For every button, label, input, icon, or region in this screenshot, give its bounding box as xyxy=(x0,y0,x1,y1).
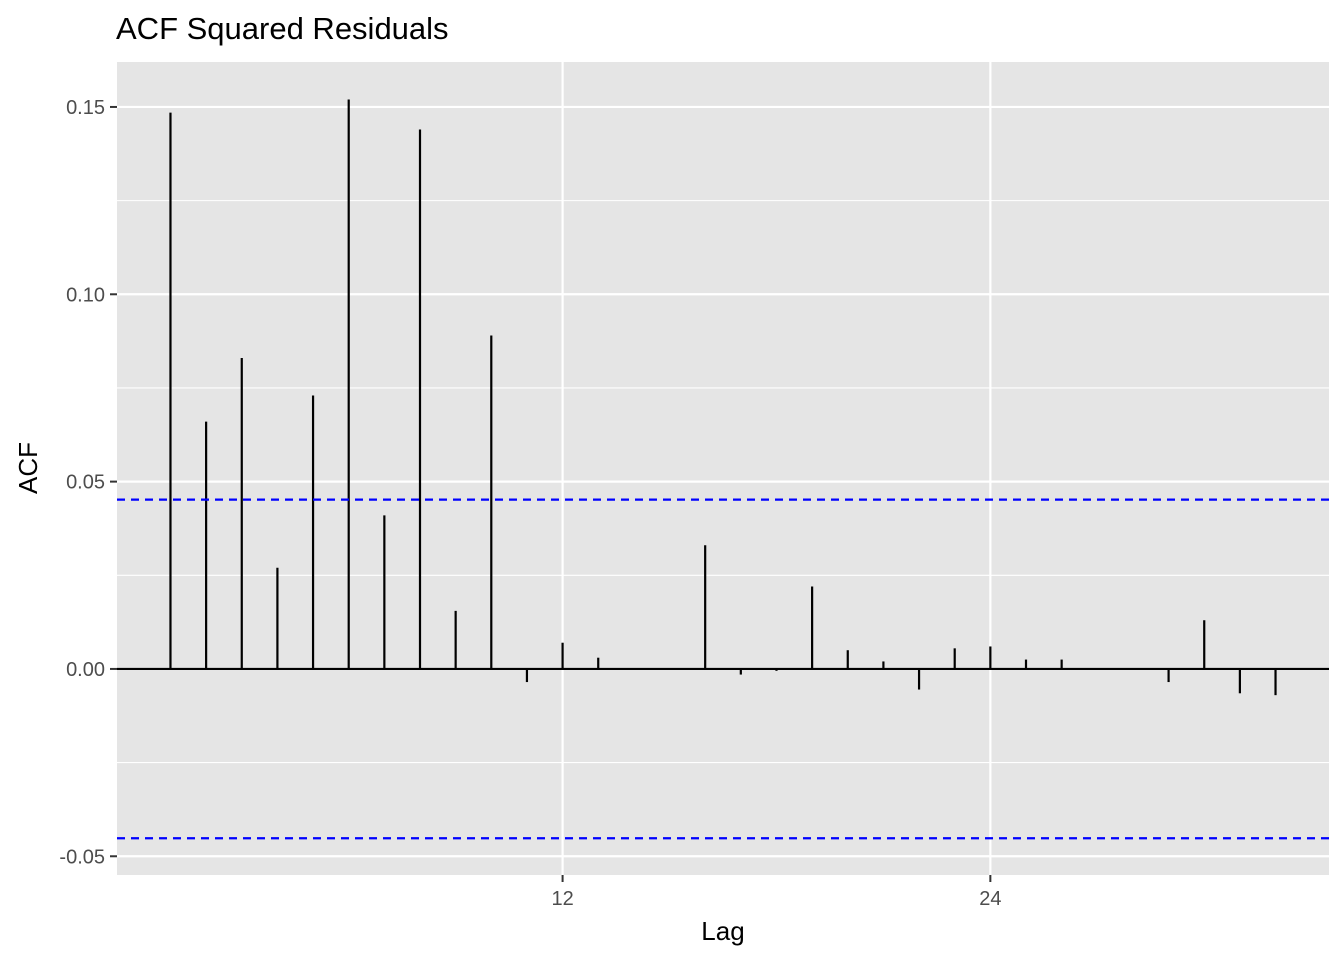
acf-bars xyxy=(117,99,1329,696)
confidence-bounds xyxy=(117,498,1329,840)
y-tick-label: -0.05 xyxy=(59,846,105,868)
y-axis-title: ACF xyxy=(13,442,43,494)
plot-panel xyxy=(117,62,1329,875)
x-tick-label: 24 xyxy=(979,888,1001,910)
x-axis-title: Lag xyxy=(701,916,744,946)
y-axis: -0.05 0.00 0.05 0.10 0.15 xyxy=(59,97,117,868)
y-tick-label: 0.00 xyxy=(66,659,105,681)
x-axis: 12 24 xyxy=(551,875,1001,910)
y-tick-label: 0.10 xyxy=(66,284,105,306)
x-tick-label: 12 xyxy=(551,888,573,910)
y-tick-label: 0.05 xyxy=(66,472,105,494)
y-tick-label: 0.15 xyxy=(66,97,105,119)
chart-title: ACF Squared Residuals xyxy=(116,11,449,46)
